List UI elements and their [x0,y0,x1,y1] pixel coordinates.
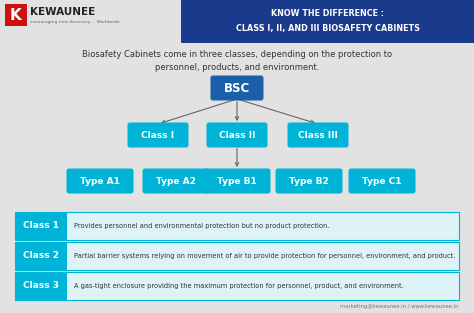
Text: marketing@kewaunee.in / www.kewaunee.in: marketing@kewaunee.in / www.kewaunee.in [340,304,459,309]
Text: KEWAUNEE: KEWAUNEE [30,7,95,17]
Text: BSC: BSC [224,81,250,95]
Text: CLASS I, II, AND III BIOSAFETY CABINETS: CLASS I, II, AND III BIOSAFETY CABINETS [236,24,420,33]
FancyBboxPatch shape [348,168,416,193]
FancyBboxPatch shape [15,272,67,300]
FancyBboxPatch shape [203,168,271,193]
Text: KNOW THE DIFFERENCE :: KNOW THE DIFFERENCE : [272,9,384,18]
Text: Class 1: Class 1 [23,222,59,230]
Text: encouraging new discovery...  Worldwide: encouraging new discovery... Worldwide [30,20,120,24]
Text: Class 3: Class 3 [23,281,59,290]
FancyBboxPatch shape [66,168,134,193]
FancyBboxPatch shape [143,168,210,193]
Text: Type A2: Type A2 [156,177,196,186]
FancyBboxPatch shape [15,212,67,240]
FancyBboxPatch shape [15,212,459,240]
FancyBboxPatch shape [15,242,67,270]
Text: Partial barrier systems relying on movement of air to provide protection for per: Partial barrier systems relying on movem… [74,253,456,259]
FancyBboxPatch shape [15,272,459,300]
Text: A gas-tight enclosure providing the maximum protection for personnel, product, a: A gas-tight enclosure providing the maxi… [74,283,404,289]
FancyBboxPatch shape [181,0,474,43]
Text: Type B1: Type B1 [217,177,257,186]
Text: Class 2: Class 2 [23,252,59,260]
Text: Type C1: Type C1 [362,177,402,186]
Text: Class III: Class III [298,131,338,140]
Text: Type A1: Type A1 [80,177,120,186]
FancyBboxPatch shape [275,168,343,193]
FancyBboxPatch shape [128,122,189,147]
Text: Class I: Class I [141,131,174,140]
Text: K: K [10,8,22,23]
Text: Provides personnel and environmental protection but no product protection.: Provides personnel and environmental pro… [74,223,329,229]
Text: Type B2: Type B2 [289,177,329,186]
FancyBboxPatch shape [207,122,267,147]
FancyBboxPatch shape [210,75,264,100]
FancyBboxPatch shape [5,4,27,26]
FancyBboxPatch shape [15,242,459,270]
Text: Biosafety Cabinets come in three classes, depending on the protection to
personn: Biosafety Cabinets come in three classes… [82,50,392,71]
FancyBboxPatch shape [288,122,348,147]
Text: Class II: Class II [219,131,255,140]
